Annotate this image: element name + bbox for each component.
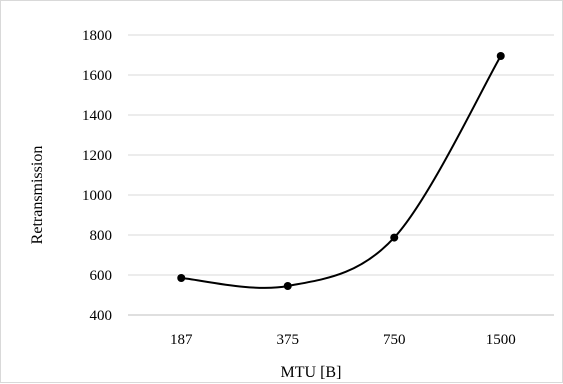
x-tick-label: 375 bbox=[277, 332, 300, 348]
x-tick-label: 1500 bbox=[486, 332, 516, 348]
y-tick-label: 1800 bbox=[82, 28, 112, 44]
x-axis-ticks: 187 375 750 1500 bbox=[170, 332, 516, 348]
data-point bbox=[283, 282, 292, 290]
x-tick-label: 750 bbox=[383, 332, 406, 348]
y-tick-label: 1000 bbox=[82, 188, 112, 204]
y-axis-ticks: 400 600 800 1000 1200 1400 1600 1800 bbox=[82, 28, 112, 324]
series-line bbox=[181, 55, 502, 289]
data-point bbox=[390, 233, 399, 242]
x-axis-title: MTU [B] bbox=[281, 364, 342, 381]
y-tick-label: 1600 bbox=[82, 68, 112, 84]
y-tick-label: 1400 bbox=[82, 108, 112, 124]
y-axis-title: Retransmission bbox=[29, 146, 46, 245]
y-tick-label: 800 bbox=[90, 228, 113, 244]
y-tick-label: 600 bbox=[90, 268, 113, 284]
x-tick-label: 187 bbox=[170, 332, 193, 348]
data-point bbox=[177, 274, 186, 282]
y-tick-label: 1200 bbox=[82, 148, 112, 164]
series-layer bbox=[177, 52, 505, 290]
y-tick-label: 400 bbox=[90, 308, 113, 324]
gridlines bbox=[128, 34, 554, 316]
data-point bbox=[496, 52, 505, 60]
